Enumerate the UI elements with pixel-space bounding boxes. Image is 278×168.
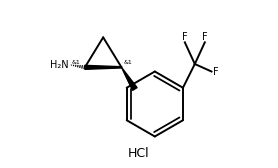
Polygon shape [85, 65, 121, 69]
Text: F: F [182, 32, 188, 41]
Polygon shape [121, 67, 137, 90]
Text: F: F [213, 67, 219, 76]
Text: &1: &1 [123, 60, 132, 65]
Text: H₂N: H₂N [49, 60, 68, 70]
Text: &1: &1 [72, 60, 81, 65]
Text: F: F [202, 32, 208, 41]
Text: HCl: HCl [128, 147, 150, 160]
